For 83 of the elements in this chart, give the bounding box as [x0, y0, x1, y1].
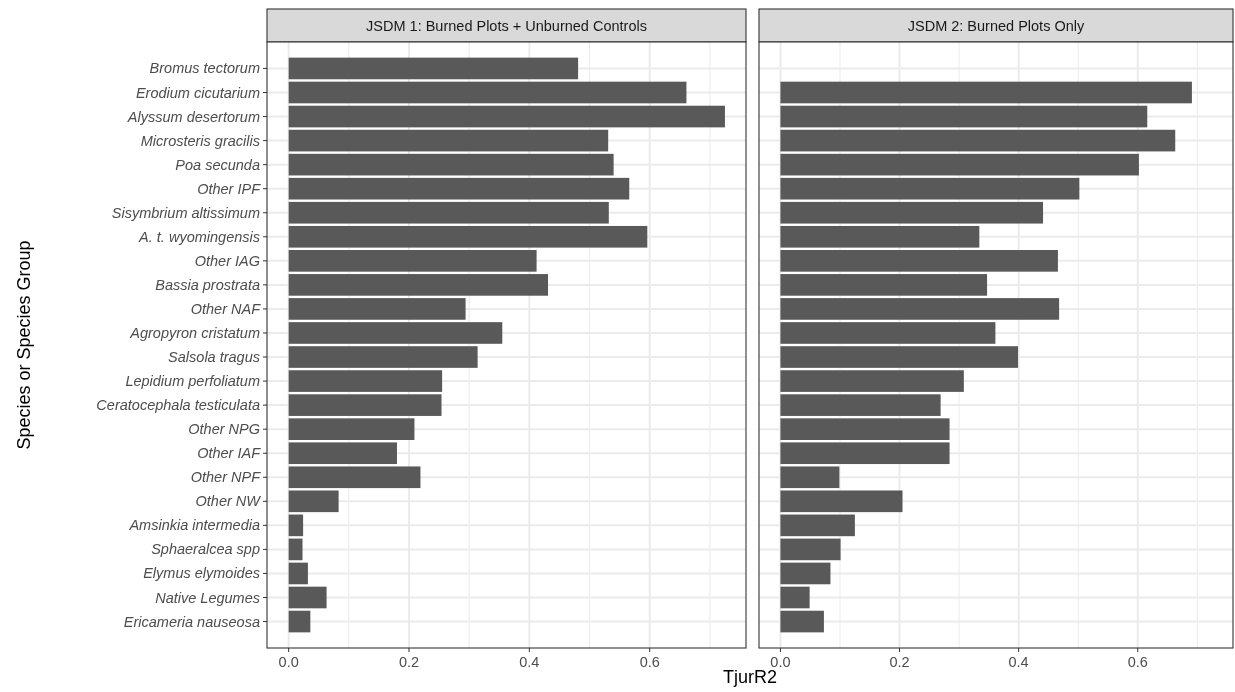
y-tick-label: Lepidium perfoliatum — [125, 373, 260, 390]
bar — [288, 105, 725, 128]
x-tick-label: 0.4 — [1008, 654, 1029, 670]
y-tick-label: Sphaeralcea spp — [151, 541, 260, 558]
bar — [780, 153, 1139, 176]
bar — [780, 250, 1058, 272]
bar — [288, 610, 311, 633]
x-tick-label: 0.4 — [519, 654, 540, 670]
y-tick-label: Native Legumes — [155, 589, 260, 606]
bar — [780, 370, 964, 392]
bar — [288, 57, 579, 80]
bar — [780, 129, 1176, 152]
y-tick-label: Agropyron cristatum — [129, 324, 260, 341]
y-axis-title: Species or Species Group — [14, 240, 34, 450]
bar — [780, 610, 824, 633]
y-tick-label: Bassia prostrata — [155, 276, 260, 293]
bar — [780, 490, 903, 513]
bar — [780, 201, 1044, 224]
y-tick-label: Amsinkia intermedia — [128, 517, 260, 534]
bar — [288, 250, 537, 272]
bar — [780, 514, 855, 537]
bar — [288, 153, 614, 176]
bar — [288, 394, 442, 416]
bar — [780, 298, 1060, 320]
bar — [780, 346, 1019, 368]
chart-title: JSDM 2: Burned Plots Only — [907, 17, 1085, 34]
y-tick-label: Other NPF — [190, 469, 262, 486]
bar — [288, 201, 609, 224]
bar — [780, 105, 1148, 128]
y-tick-label: Salsola tragus — [168, 349, 260, 366]
chart-title: JSDM 1: Burned Plots + Unburned Controls — [366, 17, 647, 34]
bar — [288, 298, 466, 320]
bar — [288, 81, 687, 104]
bar — [780, 562, 831, 585]
y-tick-label: Other IPF — [197, 180, 262, 197]
bar — [288, 442, 397, 465]
bar — [780, 538, 841, 561]
y-tick-label: Poa secunda — [175, 156, 260, 173]
bar — [288, 418, 415, 440]
y-tick-label: Other NAF — [190, 300, 262, 317]
bar — [288, 274, 549, 296]
bar — [288, 514, 304, 537]
y-tick-label: A. t. wyomingensis — [138, 228, 260, 245]
bar — [288, 466, 421, 489]
bar — [288, 538, 303, 561]
x-tick-label: 0.0 — [770, 654, 791, 670]
y-tick-label: Elymus elymoides — [143, 565, 260, 582]
y-tick-label: Bromus tectorum — [149, 60, 260, 77]
bar — [780, 274, 988, 296]
y-tick-label: Sisymbrium altissimum — [111, 204, 260, 221]
bar — [288, 586, 327, 609]
y-tick-label: Alyssum desertorum — [126, 108, 260, 125]
y-tick-label: Other IAF — [197, 445, 262, 462]
bar — [780, 225, 980, 248]
bar — [780, 418, 950, 440]
y-tick-label: Ceratocephala testiculata — [96, 397, 260, 414]
bar — [288, 129, 609, 152]
bar — [288, 490, 339, 513]
y-tick-label: Other NPG — [188, 421, 260, 438]
bar — [288, 562, 308, 585]
x-tick-label: 0.6 — [639, 654, 660, 670]
bar — [780, 81, 1192, 104]
x-tick-label: 0.2 — [889, 654, 910, 670]
bar — [780, 442, 950, 465]
y-tick-label: Erodium cicutarium — [135, 84, 260, 101]
bar — [780, 394, 941, 416]
y-tick-label: Microsteris gracilis — [140, 132, 260, 149]
bar — [780, 322, 996, 344]
bar — [780, 466, 840, 489]
bar — [288, 322, 503, 344]
bar — [288, 225, 648, 248]
bar — [780, 586, 810, 609]
bar — [288, 346, 478, 368]
x-axis-title: TjurR2 — [722, 667, 778, 687]
y-tick-label: Ericameria nauseosa — [123, 613, 260, 630]
x-tick-label: 0.0 — [278, 654, 299, 670]
y-tick-label: Other IAG — [194, 252, 260, 269]
bar — [288, 177, 630, 200]
bar — [780, 177, 1080, 200]
y-tick-label: Other NW — [195, 493, 262, 510]
bar — [288, 370, 443, 392]
x-tick-label: 0.2 — [398, 654, 420, 670]
x-tick-label: 0.6 — [1127, 654, 1148, 670]
